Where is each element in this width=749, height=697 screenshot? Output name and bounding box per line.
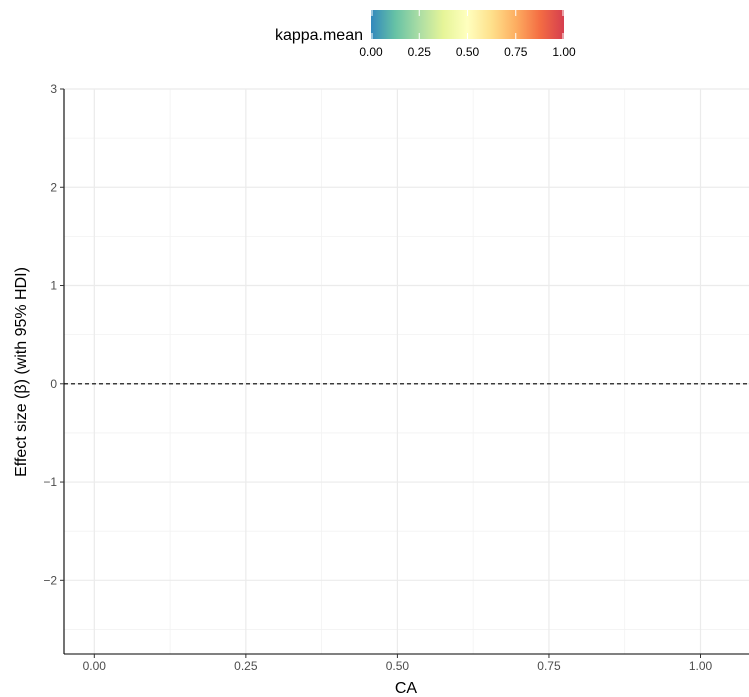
y-tick-label: 3 xyxy=(50,82,57,96)
y-tick-label: −1 xyxy=(43,475,57,489)
y-tick-label: 1 xyxy=(50,279,57,293)
legend-tick-label: 0.00 xyxy=(359,45,383,59)
legend-tick-label: 1.00 xyxy=(552,45,576,59)
x-tick-label: 0.75 xyxy=(537,659,561,673)
y-axis-title: Effect size (β) (with 95% HDI) xyxy=(13,267,30,477)
legend-tick-label: 0.25 xyxy=(408,45,432,59)
x-tick-label: 1.00 xyxy=(689,659,713,673)
y-tick-label: 0 xyxy=(50,377,57,391)
legend-tick-label: 0.50 xyxy=(456,45,480,59)
x-tick-label: 0.25 xyxy=(234,659,258,673)
x-axis-title: CA xyxy=(395,680,418,697)
x-tick-label: 0.00 xyxy=(83,659,107,673)
y-tick-label: 2 xyxy=(50,180,57,194)
legend-title: kappa.mean xyxy=(275,27,363,44)
legend-tick-label: 0.75 xyxy=(504,45,528,59)
x-tick-label: 0.50 xyxy=(386,659,410,673)
legend: kappa.mean 0.00 0.25 0.50 0.75 1.00 xyxy=(275,10,576,59)
y-tick-label: −2 xyxy=(43,573,57,587)
